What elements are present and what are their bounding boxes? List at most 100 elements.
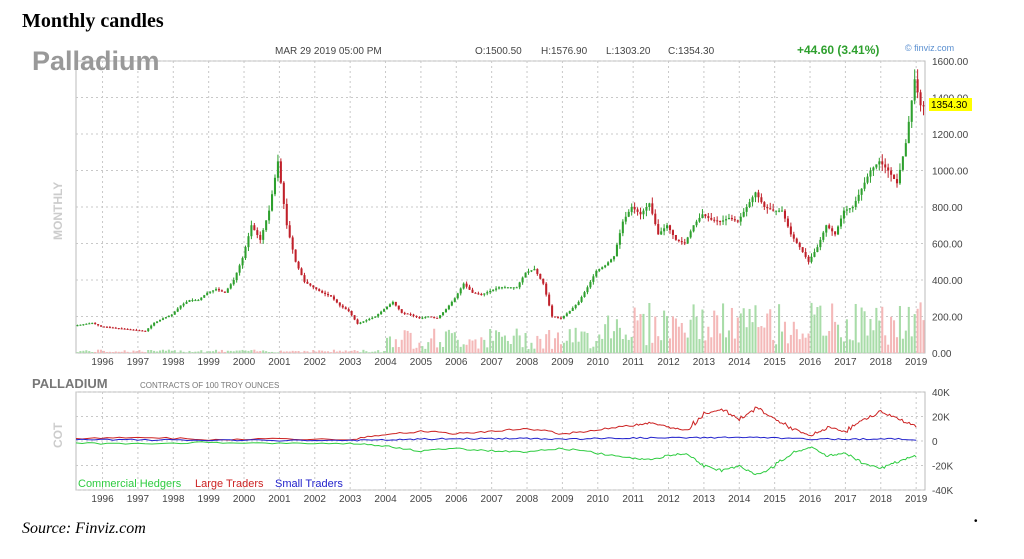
candle-body	[518, 282, 521, 288]
volume-bar	[453, 332, 456, 353]
candle-body	[492, 289, 495, 291]
volume-bar	[589, 348, 592, 353]
volume-bar	[583, 331, 586, 353]
volume-bar	[365, 351, 368, 353]
volume-bar	[303, 350, 306, 353]
volume-bar	[627, 339, 630, 353]
candle-body	[904, 143, 907, 157]
volume-bar	[668, 338, 672, 353]
x-tick-label: 2015	[764, 357, 787, 368]
candle-body	[674, 234, 677, 240]
corner-dot: •	[974, 516, 978, 527]
cot-x-tick-label: 2016	[799, 494, 822, 505]
volume-bar	[651, 342, 654, 353]
candle-body	[624, 216, 627, 222]
candle-body	[810, 256, 813, 262]
candle-body	[430, 316, 433, 318]
volume-bar	[548, 330, 551, 353]
candle-body	[91, 322, 94, 324]
candle-body	[875, 164, 878, 168]
volume-bar	[265, 351, 268, 353]
cot-x-tick-label: 2009	[551, 494, 574, 505]
volume-bar	[214, 349, 218, 353]
volume-bar	[185, 352, 188, 353]
candle-body	[860, 188, 863, 195]
candle-body	[212, 290, 215, 292]
volume-bar	[483, 339, 486, 353]
candle-body	[910, 100, 913, 122]
candle-body	[621, 221, 624, 234]
volume-bar	[733, 338, 736, 353]
candle-body	[327, 293, 330, 296]
volume-bar	[362, 349, 365, 353]
candle-body	[515, 287, 518, 289]
candle-body	[279, 161, 282, 183]
candle-body	[831, 228, 834, 232]
volume-bar	[329, 352, 333, 353]
volume-bar	[648, 302, 651, 353]
volume-bar	[919, 302, 922, 353]
candle-body	[388, 304, 391, 307]
candle-body	[695, 221, 698, 226]
candle-body	[282, 182, 285, 204]
volume-bar	[822, 335, 825, 353]
volume-bar	[447, 329, 450, 353]
candle-body	[887, 167, 890, 171]
candle-body	[347, 309, 350, 312]
candle-body	[495, 288, 498, 290]
volume-bar	[742, 308, 745, 353]
volume-bar	[724, 337, 728, 353]
volume-bar	[763, 327, 766, 353]
candle-body	[869, 170, 872, 177]
candle-body	[556, 317, 560, 319]
candle-body	[156, 321, 159, 323]
candle-body	[288, 225, 291, 238]
candle-body	[462, 283, 465, 289]
volume-bar	[884, 335, 887, 353]
volume-bar	[562, 342, 565, 353]
volume-bar	[138, 350, 141, 353]
candle-body	[173, 311, 176, 315]
x-tick-label: 1997	[127, 357, 150, 368]
candle-body	[188, 300, 191, 302]
candle-body	[427, 316, 430, 318]
cot-x-tick-label: 2018	[870, 494, 893, 505]
volume-bar	[79, 351, 82, 353]
volume-bar	[574, 327, 577, 353]
volume-bar	[206, 351, 209, 353]
volume-bar	[834, 321, 837, 353]
candle-body	[450, 301, 453, 306]
candle-body	[371, 317, 374, 319]
volume-bar	[592, 346, 595, 353]
cot-title: PALLADIUM	[32, 376, 108, 391]
candle-body	[179, 305, 182, 309]
candle-body	[85, 323, 88, 325]
candle-body	[766, 207, 769, 209]
volume-bar	[220, 349, 223, 353]
volume-bar	[111, 352, 114, 353]
candle-body	[627, 211, 630, 217]
candle-body	[704, 214, 707, 217]
volume-bar	[745, 327, 748, 353]
volume-bar	[571, 342, 574, 353]
candle-body	[418, 317, 421, 319]
volume-bar	[209, 351, 212, 353]
volume-bar	[212, 351, 215, 353]
volume-bar	[141, 351, 144, 353]
candle-body	[589, 281, 592, 288]
candle-body	[610, 259, 613, 263]
candle-body	[79, 324, 82, 326]
cot-x-tick-label: 2013	[693, 494, 716, 505]
volume-bar	[108, 351, 111, 353]
legend-small: Small Traders	[275, 478, 343, 490]
candle-body	[365, 320, 368, 322]
candle-body	[306, 281, 309, 284]
volume-bar	[182, 351, 185, 353]
volume-bar	[772, 339, 775, 353]
volume-bar	[654, 316, 657, 353]
volume-bar	[114, 351, 117, 353]
candle-body	[273, 177, 277, 195]
candle-body	[807, 256, 810, 262]
volume-bar	[400, 339, 403, 353]
candle-body	[825, 225, 828, 233]
